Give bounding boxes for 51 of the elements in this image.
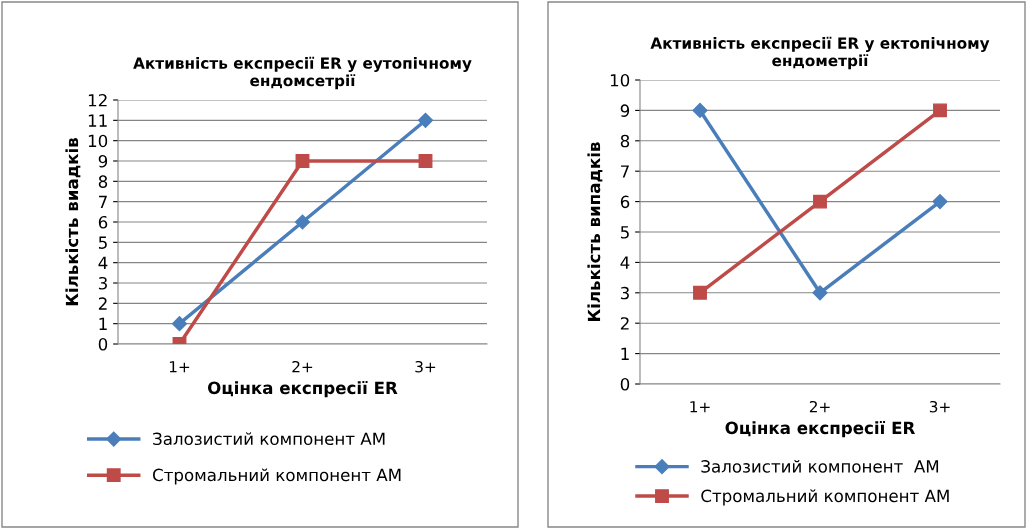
y-tick-label: 5 bbox=[98, 236, 107, 249]
y-tick-label: 10 bbox=[88, 134, 108, 148]
y-tick-label: 10 bbox=[610, 73, 630, 87]
y-tick-label: 4 bbox=[620, 256, 630, 269]
legend-label: Залозистий компонент АМ bbox=[701, 459, 939, 473]
point bbox=[932, 194, 948, 210]
chart-title: Активність експресії ER у еутопічному ендомсетрії bbox=[133, 56, 472, 90]
point bbox=[418, 154, 433, 168]
y-tick-label: 8 bbox=[98, 175, 108, 188]
point bbox=[692, 102, 708, 118]
y-tick-label: 11 bbox=[88, 114, 107, 127]
y-axis-title: Кількість виадків bbox=[65, 137, 81, 306]
y-tick-label: 5 bbox=[620, 226, 629, 239]
y-tick-label: 9 bbox=[98, 154, 108, 168]
point bbox=[813, 194, 827, 209]
x-tick-label: 1+ bbox=[690, 401, 710, 413]
y-tick-label: 6 bbox=[620, 195, 630, 209]
point bbox=[812, 285, 828, 301]
y-tick-label: 3 bbox=[98, 276, 107, 290]
y-tick-label: 1 bbox=[621, 347, 629, 360]
legend-label: Стромальний компонент АМ bbox=[152, 468, 401, 485]
y-tick-label: 8 bbox=[620, 134, 630, 148]
legend-label: Залозистий компонент АМ bbox=[153, 432, 385, 446]
x-tick-label: 2+ bbox=[292, 360, 313, 373]
y-tick-label: 12 bbox=[88, 93, 107, 107]
point bbox=[693, 285, 707, 300]
point bbox=[171, 316, 188, 332]
y-tick-label: 7 bbox=[99, 195, 107, 208]
y-tick-label: 1 bbox=[99, 317, 107, 330]
y-tick-label: 3 bbox=[620, 286, 629, 300]
x-axis-title: Оцінка експресії ER bbox=[207, 381, 398, 398]
x-axis-title: Оцінка експресії ER bbox=[725, 421, 915, 438]
y-axis-title: Кількість випадків bbox=[587, 142, 603, 321]
chart-title: Активність експресії ER у ектопічному ендометрії bbox=[650, 36, 990, 70]
x-tick-label: 2+ bbox=[809, 400, 830, 413]
y-tick-label: 2 bbox=[98, 297, 107, 310]
point bbox=[295, 154, 310, 168]
x-tick-label: 1+ bbox=[169, 361, 190, 373]
y-tick-label: 2 bbox=[620, 317, 629, 330]
y-tick-label: 0 bbox=[620, 377, 630, 391]
y-tick-label: 6 bbox=[98, 215, 108, 229]
point bbox=[933, 103, 947, 118]
y-tick-label: 4 bbox=[98, 256, 108, 269]
y-tick-label: 0 bbox=[98, 337, 108, 351]
y-tick-label: 7 bbox=[621, 165, 629, 178]
y-tick-label: 9 bbox=[620, 104, 630, 117]
point bbox=[294, 214, 311, 230]
point bbox=[417, 112, 434, 128]
x-tick-label: 3+ bbox=[415, 360, 436, 373]
legend-label: Стромальний компонент АМ bbox=[701, 489, 949, 506]
x-tick-label: 3+ bbox=[929, 400, 950, 413]
